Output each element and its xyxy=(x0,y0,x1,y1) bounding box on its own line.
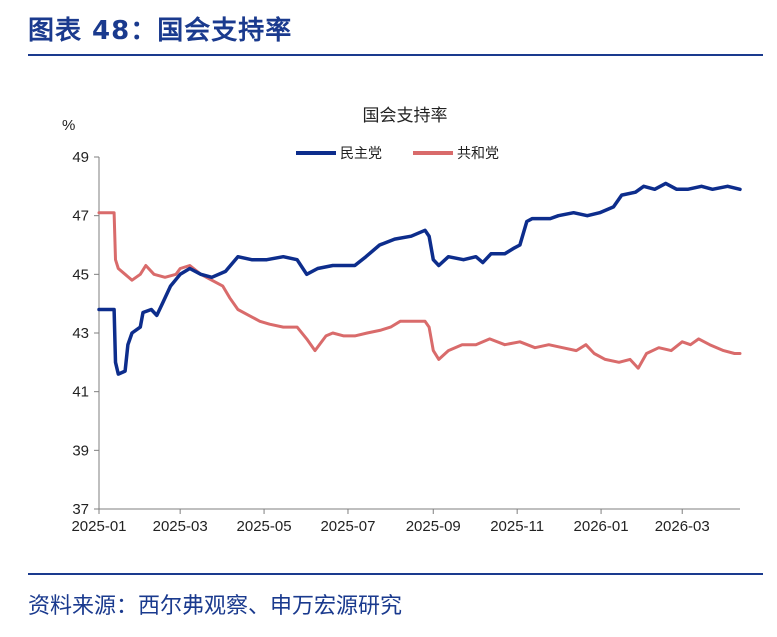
x-tick-label: 2026-03 xyxy=(655,518,710,535)
series-line-democrat xyxy=(97,181,742,376)
x-tick-label: 2025-11 xyxy=(490,518,544,535)
y-axis-unit: % xyxy=(62,117,75,134)
x-tick-label: 2025-05 xyxy=(237,518,292,535)
x-tick-label: 2025-03 xyxy=(153,518,208,535)
legend-label-republican: 共和党 xyxy=(457,146,499,162)
chart-title: 国会支持率 xyxy=(363,106,448,126)
y-tick-label: 47 xyxy=(72,208,89,225)
x-tick-label: 2025-09 xyxy=(406,518,461,535)
y-tick-label: 43 xyxy=(72,325,89,342)
source-note: 资料来源：西尔弗观察、申万宏源研究 xyxy=(28,594,403,619)
y-axis-ticks: 49 47 45 43 41 39 37 xyxy=(72,149,99,518)
figure-title: 图表 48：国会支持率 xyxy=(28,16,293,46)
header-rule xyxy=(28,54,763,56)
y-tick-label: 41 xyxy=(72,384,89,401)
series-line-republican xyxy=(97,211,742,370)
y-tick-label: 39 xyxy=(72,442,89,459)
footer-rule xyxy=(28,573,763,575)
x-tick-label: 2026-01 xyxy=(574,518,629,535)
legend-label-democrat: 民主党 xyxy=(340,146,382,162)
series-lines xyxy=(97,181,742,376)
y-tick-label: 45 xyxy=(72,266,89,283)
legend: 民主党 共和党 xyxy=(296,146,499,162)
y-tick-label: 37 xyxy=(72,501,89,518)
x-tick-label: 2025-01 xyxy=(71,518,126,535)
y-tick-label: 49 xyxy=(72,149,89,166)
x-axis-ticks: 2025-01 2025-03 2025-05 2025-07 2025-09 2025-… xyxy=(71,509,710,535)
x-tick-label: 2025-07 xyxy=(320,518,375,535)
axes xyxy=(98,157,740,510)
